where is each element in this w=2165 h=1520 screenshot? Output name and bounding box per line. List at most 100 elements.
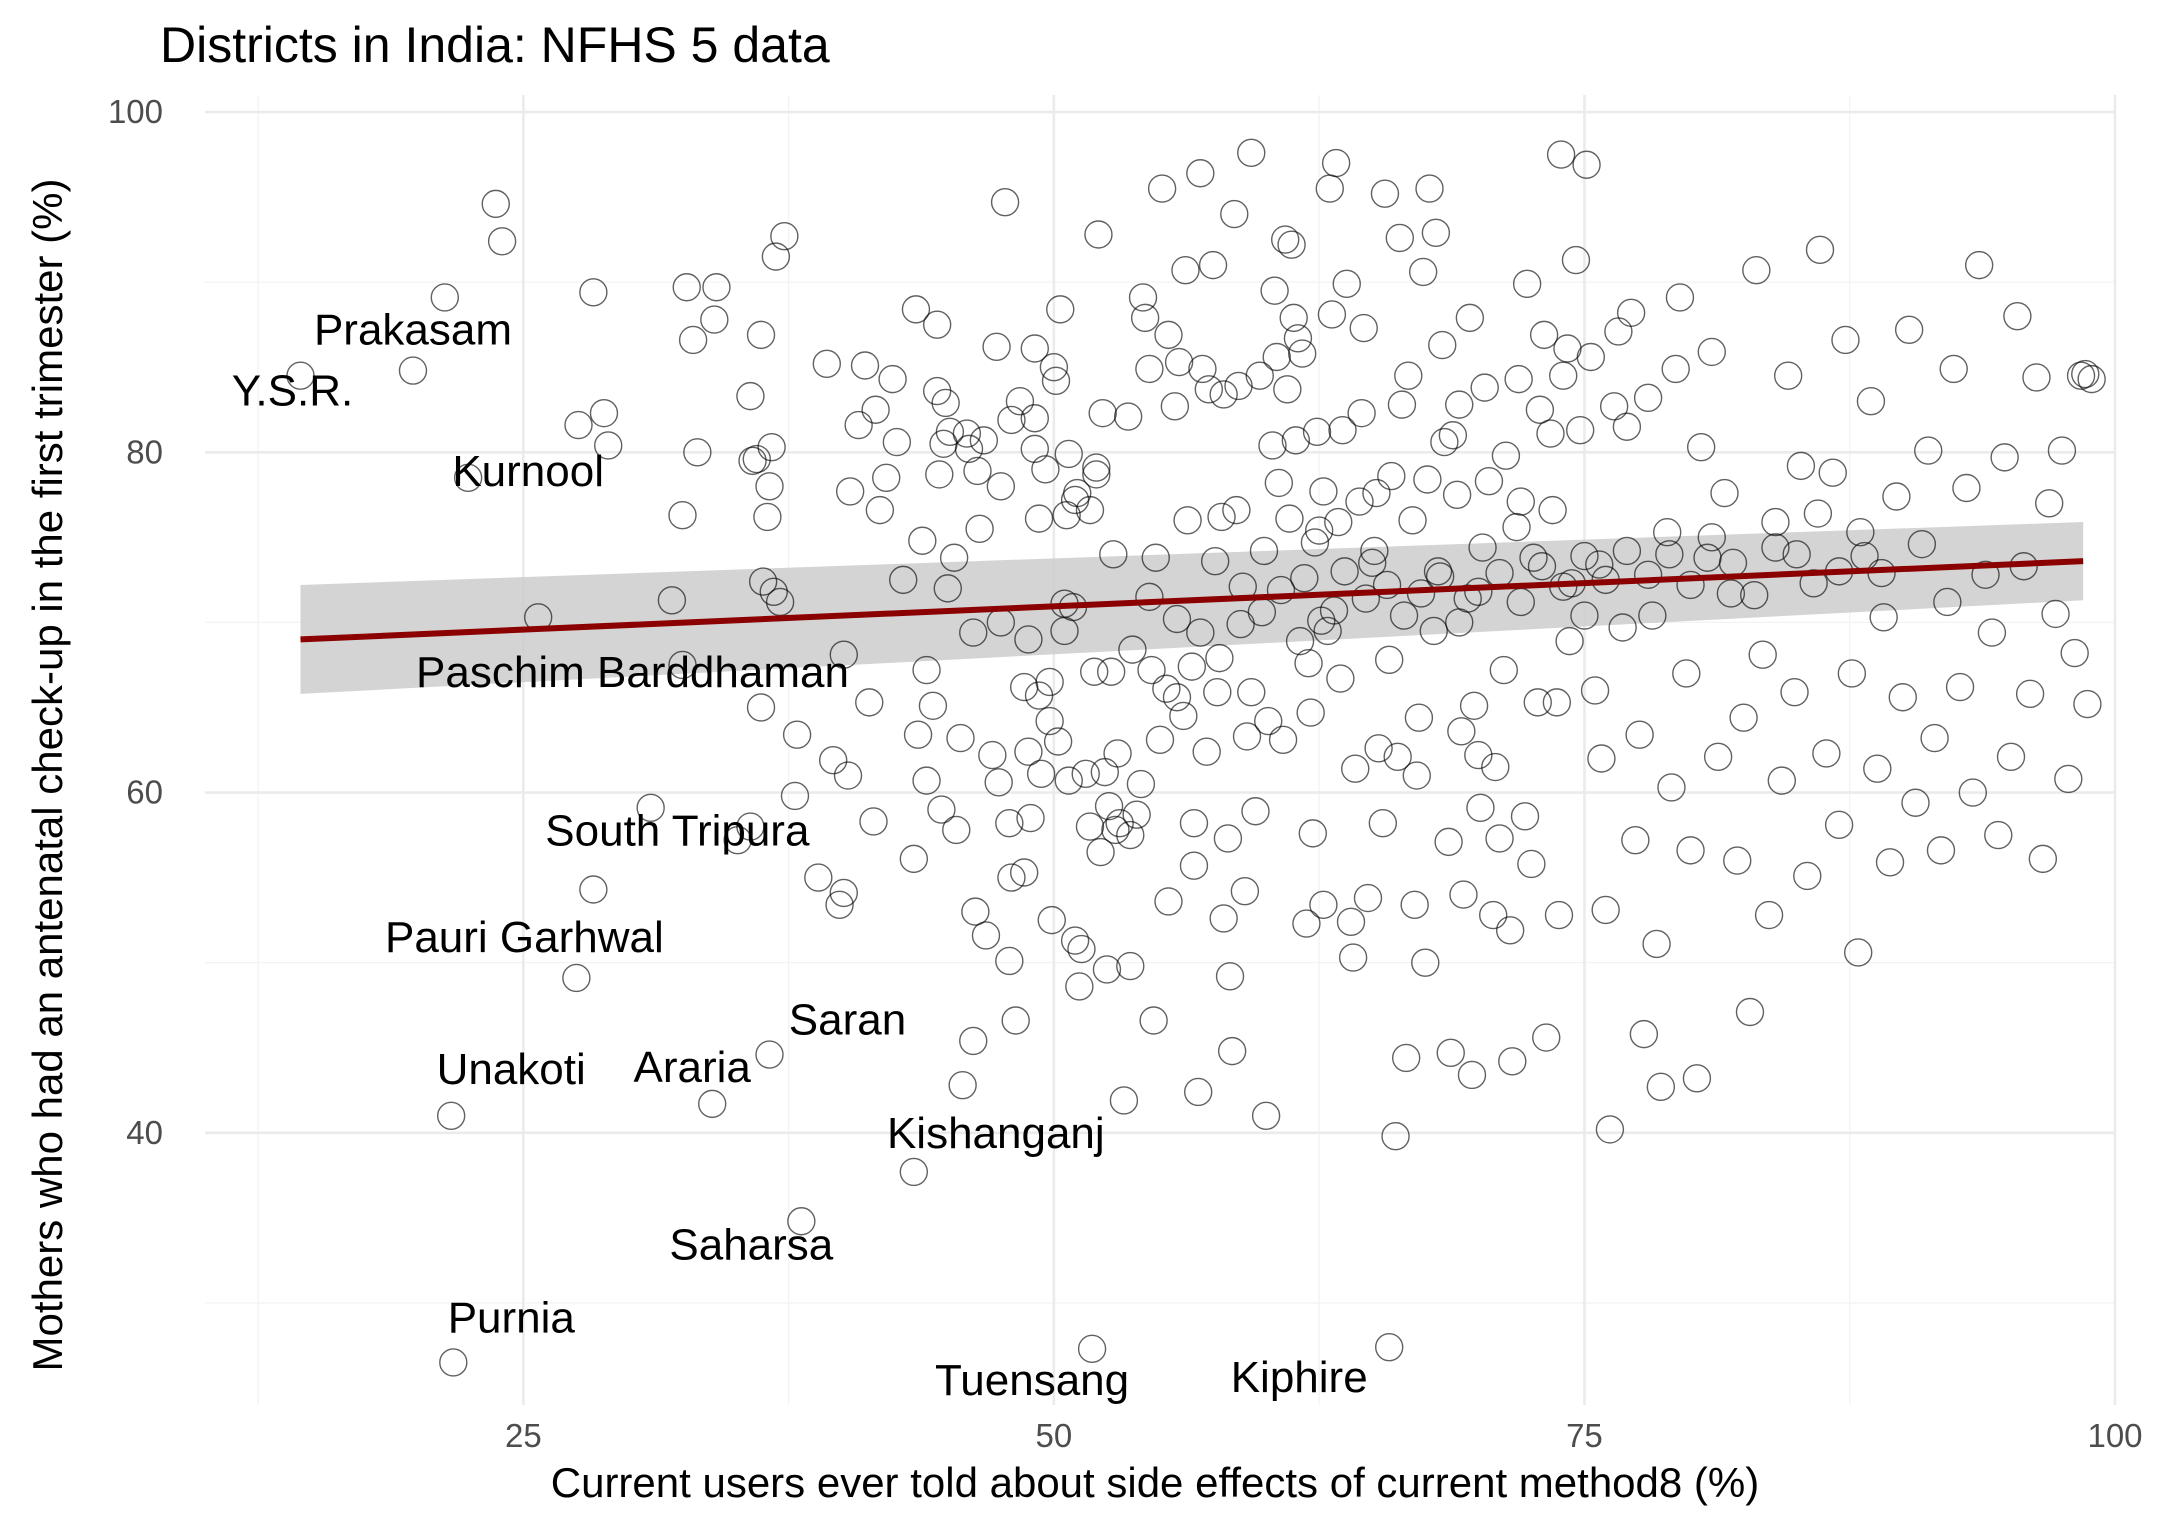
data-point: [829, 878, 858, 908]
data-point: [1043, 727, 1073, 756]
data-point: [564, 410, 593, 440]
data-point: [1457, 1060, 1487, 1090]
data-point: [1099, 540, 1128, 569]
data-point: [1249, 536, 1279, 566]
data-point: [1653, 518, 1682, 547]
data-point: [1468, 533, 1497, 562]
data-point: [1362, 478, 1391, 508]
data-point: [1587, 744, 1616, 773]
data-point: [1933, 587, 1962, 617]
data-point: [1266, 575, 1296, 605]
data-point: [1682, 1064, 1712, 1093]
data-point: [1020, 434, 1049, 464]
data-point: [702, 273, 731, 302]
data-point: [1665, 283, 1695, 312]
data-point: [1113, 402, 1143, 431]
data-point: [1449, 880, 1478, 909]
data-point: [1625, 720, 1654, 749]
data-point: [1527, 552, 1557, 581]
data-point: [1570, 601, 1599, 630]
data-point: [1703, 742, 1733, 772]
data-point: [1952, 473, 1981, 503]
data-point: [1328, 415, 1357, 445]
district-label: Kurnool: [452, 447, 604, 496]
district-label: Pauri Garhwal: [385, 913, 664, 962]
data-point: [908, 526, 937, 555]
data-point: [579, 278, 608, 307]
data-point: [1434, 827, 1463, 857]
data-point: [1385, 223, 1415, 253]
data-point: [1273, 375, 1302, 404]
data-point: [1067, 934, 1096, 964]
data-point: [1633, 560, 1663, 589]
data-point: [759, 577, 788, 606]
data-point: [844, 410, 873, 440]
data-point: [1621, 825, 1650, 855]
data-point: [770, 222, 799, 251]
data-point: [901, 295, 931, 324]
data-point: [1164, 347, 1194, 377]
data-point: [1094, 791, 1124, 821]
data-point: [1616, 298, 1646, 327]
data-point: [1661, 354, 1690, 384]
data-point: [2071, 359, 2100, 389]
data-point: [1209, 904, 1238, 933]
data-point: [2041, 599, 2070, 629]
data-point: [1200, 546, 1230, 576]
data-point: [1341, 754, 1370, 783]
data-point: [1561, 245, 1591, 275]
data-point: [1220, 199, 1249, 229]
data-point: [1676, 836, 1705, 865]
data-point: [1782, 540, 1811, 569]
data-point: [963, 456, 992, 486]
district-label: Kishanganj: [887, 1109, 1105, 1158]
x-tick-label: 75: [1566, 1417, 1603, 1454]
data-point: [1296, 698, 1325, 727]
data-point: [1086, 837, 1115, 867]
data-point: [1612, 536, 1642, 566]
data-point: [1512, 269, 1542, 299]
data-point: [990, 187, 1020, 217]
data-point: [1546, 140, 1576, 169]
data-point: [1502, 512, 1531, 542]
data-point: [882, 427, 912, 457]
data-point: [984, 768, 1013, 797]
data-point: [1442, 480, 1472, 510]
data-point: [738, 446, 767, 475]
data-point: [787, 1207, 816, 1236]
data-point: [1205, 643, 1234, 673]
data-point: [833, 761, 863, 790]
data-point: [1445, 390, 1474, 419]
data-point: [1154, 887, 1183, 916]
data-point: [1428, 330, 1457, 360]
data-point: [1740, 580, 1769, 610]
data-point: [1786, 451, 1816, 481]
x-tick-label: 100: [2087, 1417, 2142, 1454]
data-point: [1846, 518, 1875, 547]
data-point: [636, 793, 665, 823]
data-point: [1237, 138, 1266, 168]
data-point: [1152, 674, 1181, 703]
data-point: [1748, 640, 1777, 669]
data-point: [1050, 616, 1079, 646]
data-point: [2066, 361, 2096, 390]
data-point: [742, 444, 771, 474]
data-point: [818, 746, 848, 775]
data-point: [1383, 742, 1412, 772]
data-point: [954, 434, 984, 464]
data-point: [1277, 230, 1306, 259]
data-points: [286, 138, 2106, 1377]
confidence-band: [300, 522, 2084, 694]
data-point: [1290, 563, 1319, 593]
data-point: [1154, 320, 1183, 350]
data-point: [825, 890, 854, 920]
data-point: [1523, 688, 1552, 717]
y-tick-label: 60: [126, 774, 163, 811]
data-point: [1423, 557, 1453, 586]
data-point: [1812, 739, 1841, 768]
data-point: [1716, 579, 1746, 608]
data-point: [1005, 387, 1035, 416]
confidence-band-area: [300, 522, 2084, 694]
data-point: [1466, 793, 1495, 823]
data-point: [746, 320, 776, 350]
